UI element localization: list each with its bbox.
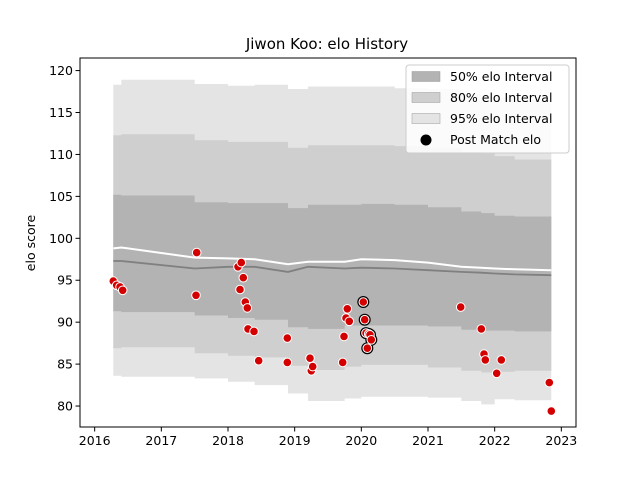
post-match-point — [305, 353, 315, 364]
post-match-point — [253, 355, 264, 366]
interval-band-3 — [113, 194, 552, 333]
post-match-point — [236, 257, 247, 268]
x-tick-label: 2022 — [479, 433, 511, 448]
trend-line-mean — [113, 246, 552, 272]
post-match-point — [249, 326, 259, 337]
x-tick-label: 2017 — [145, 433, 177, 448]
axes: 2016 2017 2018 2019 2020 2021 2022 2023 80 85 90 95… — [49, 57, 577, 448]
post-match-point — [358, 297, 369, 307]
axes-frame — [79, 57, 577, 428]
post-match-point — [191, 290, 201, 301]
post-match-point — [242, 303, 253, 313]
legend-label: 50% elo Interval — [450, 69, 552, 84]
legend-label: 95% elo Interval — [450, 111, 552, 126]
post-match-point — [238, 272, 249, 283]
post-match-point — [344, 316, 355, 327]
x-tick-label: 2021 — [412, 433, 444, 448]
y-tick-label: 95 — [57, 273, 73, 288]
legend: 50% elo Interval 80% elo Interval 95% elo … — [405, 64, 570, 154]
legend-label: 80% elo Interval — [450, 90, 552, 105]
legend-swatch — [411, 92, 441, 103]
legend-marker — [420, 134, 432, 146]
y-tick-label: 80 — [57, 399, 73, 414]
legend-label: Post Match elo — [450, 132, 541, 147]
y-tick-label: 90 — [57, 315, 73, 330]
y-tick-label: 100 — [49, 231, 73, 246]
y-tick-label: 115 — [49, 105, 73, 120]
post-match-point — [191, 247, 202, 258]
chart-title: Jiwon Koo: elo History — [245, 35, 408, 53]
post-match-point — [337, 357, 348, 368]
legend-box — [405, 64, 570, 154]
legend-swatch — [411, 113, 441, 124]
post-match-point — [546, 406, 557, 416]
x-tick-label: 2016 — [79, 433, 111, 448]
x-tick-label: 2020 — [345, 433, 377, 448]
x-tick-label: 2019 — [279, 433, 311, 448]
post-match-point — [339, 331, 349, 342]
post-match-point — [544, 377, 555, 388]
post-match-point — [359, 314, 370, 325]
x-tick-label: 2023 — [545, 433, 577, 448]
trend-line-median — [113, 260, 552, 277]
post-match-point — [480, 355, 491, 365]
post-match-point — [235, 284, 245, 295]
post-match-point — [282, 357, 293, 368]
post-match-point — [307, 361, 318, 372]
post-match-point — [491, 368, 502, 379]
post-match-point — [342, 304, 353, 314]
post-match-point — [362, 343, 373, 354]
post-match-point — [496, 355, 507, 365]
post-match-point — [455, 302, 466, 312]
plot-area — [108, 79, 557, 416]
x-tick-label: 2018 — [212, 433, 244, 448]
y-tick-label: 120 — [49, 63, 73, 78]
y-tick-label: 85 — [57, 357, 73, 372]
y-tick-label: 105 — [49, 189, 73, 204]
legend-swatch — [411, 71, 441, 82]
y-axis-label: elo score — [23, 215, 38, 272]
y-tick-label: 110 — [49, 147, 73, 162]
post-match-point — [366, 335, 377, 345]
post-match-point — [117, 285, 128, 296]
post-match-point — [282, 333, 293, 343]
post-match-point — [476, 324, 487, 334]
